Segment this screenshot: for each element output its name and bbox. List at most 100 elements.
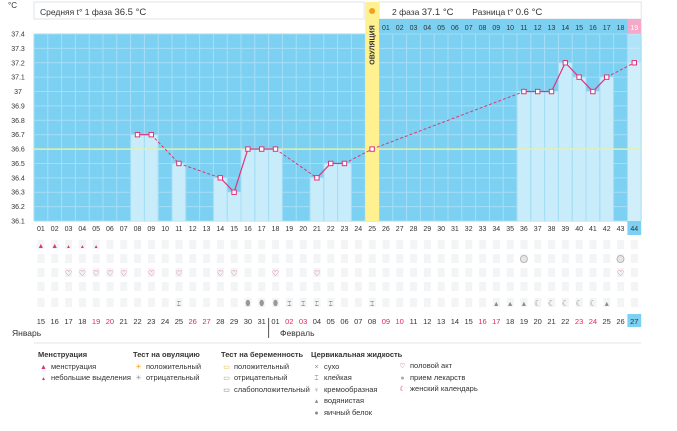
temperature-bar (227, 192, 241, 221)
symptom-cell (175, 268, 183, 277)
phase2-day-label: 02 (396, 25, 404, 32)
symptom-cell (561, 268, 569, 277)
date-label: 22 (133, 317, 141, 326)
symptom-cell (147, 282, 155, 291)
symptom-cell (327, 268, 335, 277)
temperature-bar (255, 149, 269, 221)
temperature-point (272, 146, 279, 152)
phase1-header (33, 1, 365, 20)
symptom-cell (479, 298, 487, 307)
sticky-icon: ⌶ (315, 301, 319, 308)
symptom-cell (147, 298, 155, 307)
phase2-day-label: 13 (548, 25, 556, 32)
date-label: 23 (147, 317, 155, 326)
date-label: 03 (299, 317, 307, 326)
symptom-cell (203, 298, 211, 307)
symptom-cell (465, 268, 473, 277)
cycle-day-label: 03 (65, 226, 73, 233)
phase2-label: 2 фаза (392, 7, 420, 17)
temperature-bar (172, 163, 186, 221)
watery-icon: ▴ (494, 299, 498, 308)
symptom-cell (603, 298, 611, 307)
symptom-cell (299, 268, 307, 277)
symptom-cell (327, 282, 335, 291)
symptom-cell (189, 282, 197, 291)
temperature-point (604, 74, 610, 80)
symptom-cell (410, 268, 418, 277)
phase2-day-row (379, 19, 642, 34)
symptom-cell (313, 282, 321, 291)
cycle-day-label: 18 (272, 226, 280, 233)
phase2-day-label: 05 (437, 25, 445, 32)
legend-item: менструация (51, 361, 97, 371)
symptom-cell (51, 268, 59, 277)
date-label: 01 (271, 317, 279, 326)
y-tick-label: 36.9 (11, 103, 25, 110)
symptom-cell (313, 240, 321, 249)
moon-icon: ☾ (562, 299, 569, 308)
phase2-day-label: 08 (479, 25, 487, 32)
temperature-line (233, 148, 249, 193)
symptom-cell (120, 254, 128, 263)
cycle-day-label: 39 (561, 226, 569, 233)
symptom-cell (534, 298, 542, 307)
temperature-bar (517, 91, 531, 222)
watery-icon: ▴ (314, 398, 319, 405)
symptom-cell (120, 298, 128, 307)
cycle-day-label: 36 (520, 226, 528, 233)
date-label: 21 (120, 317, 128, 326)
symptom-cell (423, 268, 431, 277)
temperature-point (314, 175, 320, 181)
date-label: 16 (478, 317, 486, 326)
symptom-cell (479, 254, 487, 263)
phase2-day-label: 01 (382, 25, 390, 32)
legend-item: половой акт (410, 361, 453, 370)
temperature-bar (558, 62, 572, 222)
egg-white-icon (259, 299, 264, 307)
cycle-day-label: 24 (354, 226, 362, 233)
symptom-cell (603, 254, 611, 263)
symptom-cell (230, 240, 238, 249)
cycle-day-label: 40 (575, 226, 583, 233)
date-label: 26 (616, 317, 624, 326)
menstruation-icon: ▲ (37, 243, 44, 250)
phase2-day-label: 06 (451, 25, 459, 32)
temperature-point (535, 88, 541, 95)
symptom-cell (341, 240, 349, 249)
symptom-cell (285, 298, 293, 307)
symptom-cell (120, 240, 128, 249)
symptom-cell (548, 240, 556, 249)
date-label: 27 (202, 317, 210, 326)
unit-label: °C (8, 1, 17, 10)
cycle-day-label: 12 (189, 226, 197, 233)
temperature-bar (131, 134, 144, 221)
symptom-cell (92, 268, 100, 277)
symptom-cell (423, 240, 431, 249)
light-spotting-icon: ▲ (94, 244, 99, 250)
symptom-cell (382, 282, 390, 291)
legend-item: сухо (324, 361, 340, 371)
cycle-day-label: 09 (147, 226, 155, 233)
symptom-cell (327, 254, 335, 263)
phase2-day-label: 09 (492, 25, 500, 32)
symptom-cell (589, 254, 597, 263)
heart-icon: ♡ (65, 269, 72, 278)
cycle-day-label: 08 (134, 226, 142, 233)
symptom-cell (244, 240, 252, 249)
symptom-cell (272, 282, 280, 291)
symptom-cell (37, 268, 45, 277)
symptom-cell (548, 298, 556, 307)
symptom-cell (120, 268, 128, 277)
legend-item: кремообразная (324, 384, 378, 394)
temperature-dashed-line (606, 62, 635, 78)
symptom-cell (396, 268, 404, 277)
temperature-point (217, 175, 224, 181)
phase2-day-label: 07 (465, 25, 473, 32)
symptom-cell (492, 254, 500, 263)
cream-icon: ♀ (313, 386, 320, 394)
symptom-cell (189, 254, 197, 263)
sun-grey-icon: ☀ (135, 375, 142, 382)
symptom-cell (561, 282, 569, 291)
temperature-bar (144, 134, 158, 221)
pill-icon (520, 255, 528, 263)
